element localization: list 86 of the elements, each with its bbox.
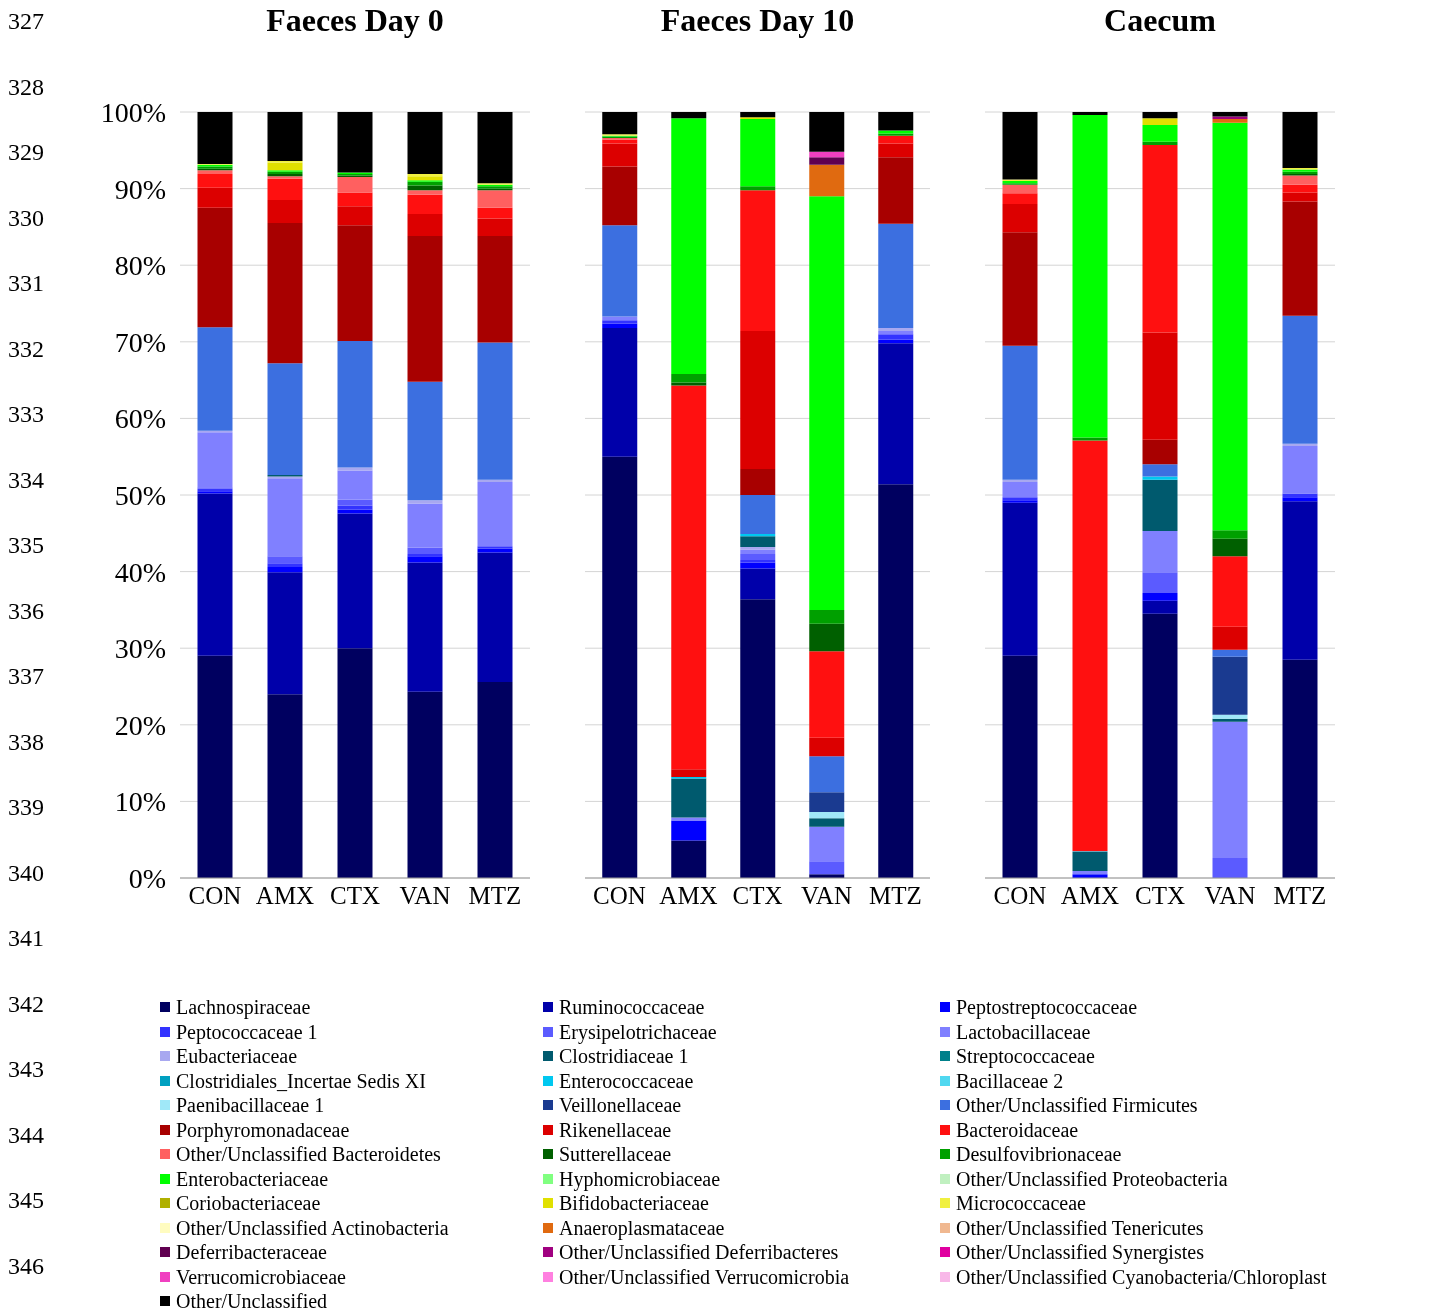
- x-tick-label: CON: [188, 881, 242, 909]
- y-tick-label: 90%: [114, 173, 166, 205]
- x-tick-label: CTX: [1135, 881, 1185, 909]
- text: 332: [8, 335, 44, 363]
- x-tick-label: MTZ: [468, 881, 522, 909]
- text: 333: [8, 401, 44, 428]
- legend-label: Ruminococcaceae: [559, 995, 705, 1020]
- legend-label: Peptococcaceae 1: [176, 1019, 318, 1044]
- x-tick-label: AMX: [255, 881, 315, 909]
- text: 338: [8, 728, 44, 756]
- legend-label: Porphyromonadaceae: [176, 1117, 350, 1142]
- legend-label: Sutterellaceae: [559, 1142, 672, 1167]
- legend-label: Other/Unclassified Proteobacteria: [956, 1166, 1228, 1191]
- legend-label: Anaeroplasmataceae: [559, 1215, 725, 1240]
- y-tick-label: 80%: [114, 250, 166, 282]
- legend-label: Other/Unclassified Verrucomicrobia: [559, 1264, 850, 1289]
- legend-label: Erysipelotrichaceae: [559, 1019, 717, 1044]
- legend-label: Clostridiaceae 1: [559, 1044, 689, 1069]
- text: 327: [8, 8, 44, 35]
- text: 337: [8, 663, 44, 690]
- legend-label: Paenibacillaceae 1: [176, 1093, 325, 1118]
- text: 335: [8, 532, 44, 559]
- legend-label: Desulfovibrionaceae: [956, 1142, 1122, 1167]
- legend-label: Enterococcaceae: [559, 1068, 694, 1093]
- text: 336: [8, 597, 44, 625]
- x-tick-label: AMX: [659, 881, 718, 909]
- legend-label: Coriobacteriaceae: [176, 1191, 321, 1216]
- legend-label: Other/Unclassified Synergistes: [956, 1240, 1204, 1265]
- text: 343: [8, 1056, 44, 1083]
- text: 330: [8, 204, 44, 232]
- y-tick-label: 10%: [114, 786, 166, 818]
- legend-label: Other/Unclassified Actinobacteria: [176, 1215, 449, 1240]
- legend-label: Micrococcaceae: [956, 1191, 1086, 1216]
- y-tick-label: 40%: [114, 556, 166, 588]
- legend-label: Other/Unclassified Firmicutes: [956, 1093, 1198, 1118]
- y-tick-label: 60%: [114, 403, 166, 435]
- legend-label: Bifidobacteriaceae: [559, 1191, 709, 1216]
- chart-title: Faeces Day 10: [659, 2, 856, 39]
- legend-label: Other/Unclassified Deferribacteres: [559, 1240, 839, 1265]
- text: 340: [8, 859, 44, 887]
- y-tick-label: 100%: [100, 96, 166, 128]
- legend-label: Veillonellaceae: [559, 1093, 682, 1118]
- text: 345: [8, 1187, 44, 1214]
- x-tick-label: MTZ: [1273, 881, 1327, 909]
- x-tick-label: CTX: [330, 881, 380, 909]
- legend-label: Clostridiales_Incertae Sedis XI: [176, 1068, 426, 1093]
- legend-label: Lactobacillaceae: [956, 1019, 1091, 1044]
- y-tick-label: 0%: [128, 862, 166, 894]
- chart-title: Caecum: [1103, 2, 1217, 39]
- legend-label: Other/Unclassified Cyanobacteria/Chloroplast: [956, 1264, 1327, 1289]
- x-tick-label: VAN: [399, 881, 451, 909]
- legend-label: Bacteroidaceae: [956, 1117, 1079, 1142]
- y-tick-label: 20%: [114, 709, 166, 741]
- x-tick-label: AMX: [1060, 881, 1120, 909]
- x-tick-label: VAN: [801, 881, 852, 909]
- y-tick-label: 70%: [114, 326, 166, 358]
- legend-label: Other/Unclassified Bacteroidetes: [176, 1142, 441, 1167]
- legend-label: Other/Unclassified Tenericutes: [956, 1215, 1204, 1240]
- legend-label: Hyphomicrobiaceae: [559, 1166, 721, 1191]
- legend-label: Eubacteriaceae: [176, 1044, 298, 1069]
- text: 344: [8, 1121, 44, 1149]
- text: 334: [8, 466, 44, 494]
- legend-label: Deferribacteraceae: [176, 1240, 327, 1265]
- x-tick-label: CTX: [732, 881, 783, 909]
- text: 342: [8, 990, 44, 1018]
- legend-label: Lachnospiraceae: [176, 995, 311, 1020]
- text: 346: [8, 1252, 44, 1280]
- text: 341: [8, 925, 44, 952]
- legend-label: Streptococcaceae: [956, 1044, 1095, 1069]
- legend-label: Verrucomicrobiaceae: [176, 1264, 346, 1289]
- text: 329: [8, 139, 44, 166]
- legend-label: Peptostreptococcaceae: [956, 995, 1138, 1020]
- legend-label: Rikenellaceae: [559, 1117, 672, 1142]
- legend-label: Bacillaceae 2: [956, 1068, 1064, 1093]
- x-tick-label: CON: [993, 881, 1047, 909]
- y-tick-label: 30%: [114, 633, 166, 665]
- text: 328: [8, 73, 44, 101]
- legend-label: Other/Unclassified: [176, 1289, 328, 1314]
- y-tick-label: 50%: [114, 479, 166, 511]
- text: 339: [8, 794, 44, 821]
- text: 331: [8, 270, 44, 297]
- x-tick-label: CON: [593, 881, 646, 909]
- legend-label: Enterobacteriaceae: [176, 1166, 329, 1191]
- x-tick-label: VAN: [1204, 881, 1256, 909]
- x-tick-label: MTZ: [869, 881, 922, 909]
- chart-title: Faeces Day 0: [265, 2, 445, 39]
